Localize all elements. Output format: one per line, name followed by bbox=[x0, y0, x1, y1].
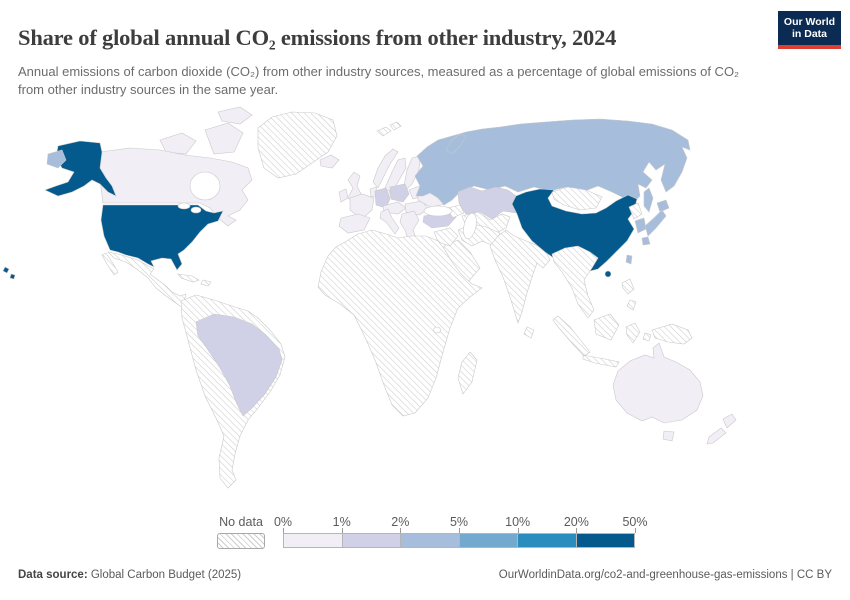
region-canada-baffin-island[interactable] bbox=[204, 122, 244, 155]
region-germany[interactable] bbox=[374, 187, 391, 209]
region-sri-lanka[interactable] bbox=[523, 326, 535, 339]
legend-no-data-swatch[interactable] bbox=[217, 533, 265, 549]
region-south-korea[interactable] bbox=[634, 217, 647, 234]
region-china-hainan[interactable] bbox=[604, 270, 612, 278]
region-united-states[interactable] bbox=[100, 204, 224, 271]
data-source-label: Data source: bbox=[18, 569, 88, 581]
legend-tick-label: 0% bbox=[273, 515, 293, 529]
owid-logo[interactable]: Our World in Data bbox=[778, 11, 841, 49]
legend-tick-label: 1% bbox=[332, 515, 351, 529]
region-caribbean[interactable] bbox=[177, 273, 212, 287]
legend-no-data-label: No data bbox=[219, 515, 263, 529]
region-spain-portugal[interactable] bbox=[338, 213, 371, 234]
region-poland[interactable] bbox=[389, 183, 410, 203]
region-canada[interactable] bbox=[95, 147, 253, 227]
region-russia[interactable] bbox=[414, 118, 691, 206]
region-indonesia[interactable] bbox=[552, 313, 652, 368]
chart-subtitle: Annual emissions of carbon dioxide (CO₂)… bbox=[18, 64, 740, 98]
region-caucasus[interactable] bbox=[447, 204, 465, 219]
region-brazil[interactable] bbox=[195, 313, 283, 417]
legend-tick bbox=[341, 528, 343, 533]
region-new-guinea[interactable] bbox=[651, 323, 693, 345]
legend-tick bbox=[517, 528, 519, 533]
legend-tick bbox=[283, 528, 284, 533]
legend-tick-label: 2% bbox=[391, 515, 410, 529]
legend-bin-0-1[interactable] bbox=[284, 534, 342, 547]
region-hungary-romania[interactable] bbox=[404, 200, 429, 216]
footer: Data source: Global Carbon Budget (2025)… bbox=[18, 569, 832, 581]
data-source: Data source: Global Carbon Budget (2025) bbox=[18, 569, 241, 581]
legend-tick-label: 5% bbox=[449, 515, 469, 529]
region-north-korea[interactable] bbox=[628, 202, 643, 220]
legend-tick-label: 10% bbox=[505, 515, 531, 529]
legend-tick bbox=[576, 528, 578, 533]
legend-tick-label: 50% bbox=[622, 515, 648, 529]
great-lakes-east bbox=[190, 206, 202, 214]
owid-logo-accent-bar bbox=[778, 45, 841, 49]
region-africa[interactable] bbox=[317, 229, 483, 417]
region-canada-ellesmere-island[interactable] bbox=[217, 106, 253, 125]
region-canada-victoria-island[interactable] bbox=[159, 132, 197, 155]
legend-bin-5-10[interactable] bbox=[458, 534, 517, 547]
black-sea bbox=[423, 205, 453, 217]
caspian-sea bbox=[463, 212, 477, 240]
legend-tick-labels: 0% 1% 2% 5% 10% 20% 50% bbox=[274, 515, 648, 530]
legend-tick bbox=[459, 528, 460, 533]
lake-victoria bbox=[433, 326, 441, 334]
legend-bin-1-2[interactable] bbox=[341, 534, 400, 547]
region-russia-sakhalin[interactable] bbox=[643, 187, 654, 213]
region-australia[interactable] bbox=[612, 342, 704, 424]
legend-bin-2-5[interactable] bbox=[400, 534, 459, 547]
region-iceland[interactable] bbox=[319, 154, 340, 169]
region-mexico-central-america[interactable] bbox=[101, 251, 191, 312]
region-japan[interactable] bbox=[641, 199, 670, 246]
region-italy[interactable] bbox=[379, 208, 400, 235]
region-indochina[interactable] bbox=[551, 245, 599, 319]
hudson-bay bbox=[189, 171, 221, 201]
region-united-states-hawaii[interactable] bbox=[2, 266, 16, 280]
region-australia-tasmania[interactable] bbox=[662, 430, 675, 442]
region-mongolia[interactable] bbox=[551, 186, 603, 211]
region-madagascar[interactable] bbox=[457, 351, 478, 395]
credit-link[interactable]: OurWorldinData.org/co2-and-greenhouse-ga… bbox=[498, 569, 832, 581]
region-philippines[interactable] bbox=[621, 278, 637, 311]
legend-bin-10-20[interactable] bbox=[517, 534, 576, 547]
region-russia-novaya-zemlya[interactable] bbox=[445, 133, 467, 155]
legend-tick bbox=[400, 528, 402, 533]
region-india[interactable] bbox=[489, 229, 551, 324]
region-norway[interactable] bbox=[372, 148, 399, 189]
page-title: Share of global annual CO₂ emissions fro… bbox=[18, 25, 617, 51]
region-kazakhstan[interactable] bbox=[457, 186, 518, 220]
legend-tick-label: 20% bbox=[563, 515, 589, 529]
region-svalbard[interactable] bbox=[376, 121, 402, 137]
region-levant-iraq[interactable] bbox=[433, 227, 459, 247]
region-france[interactable] bbox=[349, 193, 375, 220]
legend-bin-20-50[interactable] bbox=[575, 534, 634, 547]
region-new-zealand[interactable] bbox=[706, 413, 737, 445]
region-greenland[interactable] bbox=[257, 111, 338, 179]
region-russia-chukotka[interactable] bbox=[46, 149, 67, 169]
legend-tick bbox=[635, 528, 636, 533]
great-lakes bbox=[177, 202, 191, 210]
legend-color-scale bbox=[283, 528, 636, 548]
owid-logo-text: Our World in Data bbox=[778, 11, 841, 45]
region-ireland[interactable] bbox=[338, 188, 349, 203]
region-taiwan[interactable] bbox=[625, 254, 633, 265]
data-source-value: Global Carbon Budget (2025) bbox=[87, 569, 242, 581]
